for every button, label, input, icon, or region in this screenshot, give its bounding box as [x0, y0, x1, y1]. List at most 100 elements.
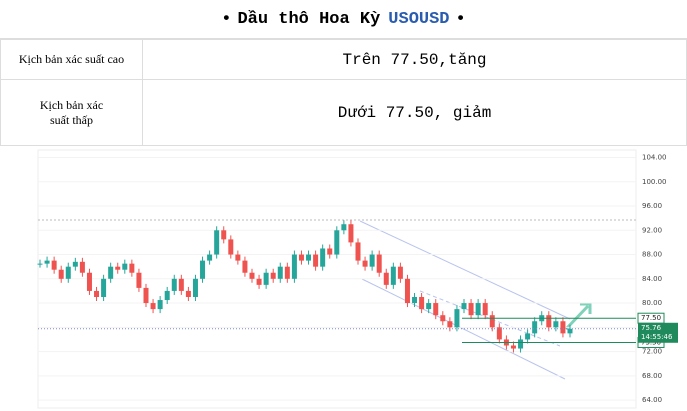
- header: • Dầu thô Hoa Kỳ USOUSD •: [0, 0, 687, 39]
- candle: [482, 303, 488, 316]
- candle: [475, 303, 481, 316]
- candle: [136, 272, 142, 288]
- y-tick-label: 80.00: [642, 299, 662, 307]
- label: Kịch bản xác suất thấp: [0, 79, 143, 146]
- value: Dưới 77.50, giảm: [142, 79, 687, 146]
- channel-line: [361, 278, 566, 380]
- candle: [58, 269, 64, 279]
- candle: [115, 266, 121, 270]
- level-label: 77.50: [641, 314, 661, 322]
- candle: [214, 230, 220, 255]
- candle: [221, 230, 227, 240]
- candle: [560, 321, 566, 334]
- last-time: 14:55:46: [641, 333, 673, 341]
- row: Kịch bản xác suất cao Trên 77.50,tăng: [0, 39, 687, 80]
- candle: [51, 260, 57, 270]
- value: Trên 77.50,tăng: [142, 39, 687, 80]
- candle: [362, 260, 368, 267]
- y-tick-label: 96.00: [642, 202, 662, 210]
- candle: [546, 315, 552, 328]
- candle: [419, 296, 425, 310]
- y-tick-label: 88.00: [642, 251, 662, 259]
- candle: [200, 260, 206, 279]
- candle: [72, 261, 78, 267]
- candle: [291, 254, 297, 279]
- candle: [518, 339, 524, 349]
- candle: [468, 303, 474, 316]
- candle: [397, 266, 403, 279]
- candle: [249, 272, 255, 279]
- y-tick-label: 104.00: [642, 154, 667, 162]
- candle: [207, 254, 213, 261]
- candle: [355, 242, 361, 261]
- candle: [284, 266, 290, 279]
- y-tick-label: 100.00: [642, 178, 667, 186]
- candle: [150, 303, 156, 310]
- candle: [178, 278, 184, 291]
- candle: [228, 239, 234, 255]
- candle: [242, 260, 248, 273]
- candle: [185, 290, 191, 297]
- candle: [447, 321, 453, 328]
- candle: [263, 272, 269, 285]
- y-tick-label: 92.00: [642, 226, 662, 234]
- candle: [143, 287, 149, 304]
- candle: [461, 303, 467, 310]
- bullet: •: [221, 9, 232, 29]
- last-label: 75.76: [641, 324, 662, 332]
- candle: [369, 254, 375, 267]
- candle: [235, 254, 241, 261]
- candle: [313, 254, 319, 267]
- chart: 64.0068.0072.0076.0080.0084.0088.0092.00…: [37, 149, 678, 409]
- candle: [440, 315, 446, 322]
- candle: [404, 278, 410, 304]
- candle: [496, 327, 502, 340]
- candle: [426, 303, 432, 310]
- row: Kịch bản xác suất thấp Dưới 77.50, giảm: [0, 79, 687, 146]
- y-tick-label: 84.00: [642, 275, 662, 283]
- candle: [383, 272, 389, 285]
- candle: [376, 254, 382, 273]
- candle: [270, 272, 276, 279]
- symbol: USOUSD: [388, 9, 450, 29]
- y-tick-label: 68.00: [642, 372, 662, 380]
- candle: [157, 300, 163, 310]
- candle: [334, 230, 340, 255]
- candle: [341, 224, 347, 231]
- candle: [433, 303, 439, 316]
- candle: [164, 290, 170, 301]
- last-tag: [638, 322, 678, 343]
- candle: [192, 278, 198, 297]
- candle: [532, 321, 538, 334]
- candle: [277, 266, 283, 279]
- candle: [489, 315, 495, 328]
- candle: [390, 266, 396, 285]
- y-tick-label: 64.00: [642, 396, 662, 404]
- bullet: •: [455, 9, 466, 29]
- candle: [101, 278, 107, 297]
- candle: [122, 263, 128, 270]
- candle: [256, 278, 262, 285]
- scenario-table: Kịch bản xác suất cao Trên 77.50,tăng Kị…: [0, 39, 687, 146]
- candle: [306, 254, 312, 261]
- candle: [567, 328, 573, 334]
- candle: [171, 278, 177, 291]
- candle: [553, 321, 559, 328]
- candle: [79, 261, 85, 273]
- candle: [129, 263, 135, 273]
- candle: [298, 254, 304, 261]
- title: Dầu thô Hoa Kỳ: [237, 9, 381, 29]
- label: Kịch bản xác suất cao: [0, 39, 143, 80]
- candle: [65, 266, 71, 279]
- y-tick-label: 72.00: [642, 348, 662, 356]
- candle: [348, 224, 354, 243]
- candle: [454, 309, 460, 328]
- candle: [94, 290, 100, 297]
- candle: [320, 248, 326, 267]
- candle: [44, 260, 50, 264]
- candle: [510, 345, 516, 349]
- candle: [37, 263, 43, 265]
- candle: [86, 272, 92, 291]
- candle: [327, 248, 333, 255]
